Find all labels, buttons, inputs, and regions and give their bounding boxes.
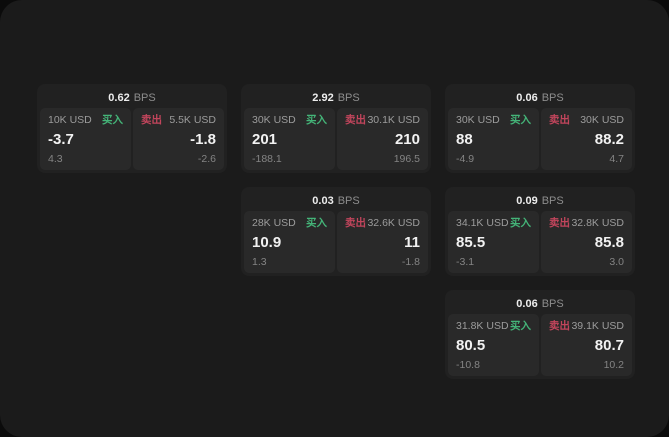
sell-side-label: 卖出 [549, 217, 570, 229]
bps-value: 0.03 [312, 194, 334, 207]
buy-price: 88 [456, 131, 473, 148]
quote-card-3: 0.06 BPS 30K USD 买入 88 -4.9 卖出 30K USD [445, 84, 635, 173]
sell-notional: 5.5K USD [169, 114, 216, 126]
price-tiles: 30K USD 买入 201 -188.1 卖出 30.1K USD 210 1… [244, 108, 428, 170]
sell-price: 210 [394, 131, 420, 148]
sell-price: 85.8 [594, 234, 624, 251]
buy-side-label: 买入 [306, 114, 327, 126]
sell-price: 88.2 [594, 131, 624, 148]
buy-tile[interactable]: 30K USD 买入 201 -188.1 [244, 108, 335, 170]
bps-unit-label: BPS [133, 91, 156, 104]
quote-card-1: 0.62 BPS 10K USD 买入 -3.7 4.3 卖出 5.5K USD [37, 84, 227, 173]
bps-value: 0.62 [108, 91, 130, 104]
card-header: 2.92 BPS [244, 87, 428, 108]
buy-sub-value: -10.8 [456, 359, 480, 371]
sell-side-label: 卖出 [345, 114, 366, 126]
sell-notional: 30.1K USD [367, 114, 420, 126]
price-tiles: 31.8K USD 买入 80.5 -10.8 卖出 39.1K USD 80.… [448, 314, 632, 376]
bps-value: 0.06 [516, 297, 538, 310]
sell-tile[interactable]: 卖出 30K USD 88.2 4.7 [541, 108, 632, 170]
price-tiles: 10K USD 买入 -3.7 4.3 卖出 5.5K USD -1.8 -2.… [40, 108, 224, 170]
price-tiles: 28K USD 买入 10.9 1.3 卖出 32.6K USD 11 -1.8 [244, 211, 428, 273]
sell-tile[interactable]: 卖出 30.1K USD 210 196.5 [337, 108, 428, 170]
sell-price: -1.8 [190, 131, 216, 148]
bps-value: 0.06 [516, 91, 538, 104]
buy-price: 80.5 [456, 337, 486, 354]
sell-sub-value: -1.8 [401, 256, 420, 268]
price-tiles: 30K USD 买入 88 -4.9 卖出 30K USD 88.2 4.7 [448, 108, 632, 170]
sell-sub-value: 196.5 [393, 153, 420, 165]
sell-side-label: 卖出 [141, 114, 162, 126]
sell-tile[interactable]: 卖出 32.8K USD 85.8 3.0 [541, 211, 632, 273]
sell-notional: 39.1K USD [571, 320, 624, 332]
buy-notional: 28K USD [252, 217, 296, 229]
bps-value: 2.92 [312, 91, 334, 104]
buy-sub-value: -3.1 [456, 256, 475, 268]
buy-price: -3.7 [48, 131, 74, 148]
card-header: 0.03 BPS [244, 190, 428, 211]
buy-sub-value: -188.1 [252, 153, 282, 165]
quote-card-5: 0.09 BPS 34.1K USD 买入 85.5 -3.1 卖出 32.8K… [445, 187, 635, 276]
card-header: 0.06 BPS [448, 293, 632, 314]
bps-unit-label: BPS [541, 297, 564, 310]
buy-side-label: 买入 [510, 217, 531, 229]
buy-tile[interactable]: 30K USD 买入 88 -4.9 [448, 108, 539, 170]
buy-notional: 34.1K USD [456, 217, 509, 229]
quote-card-2: 2.92 BPS 30K USD 买入 201 -188.1 卖出 30.1K … [241, 84, 431, 173]
sell-tile[interactable]: 卖出 32.6K USD 11 -1.8 [337, 211, 428, 273]
sell-sub-value: 10.2 [603, 359, 624, 371]
sell-notional: 30K USD [580, 114, 624, 126]
sell-price: 80.7 [594, 337, 624, 354]
quote-card-6: 0.06 BPS 31.8K USD 买入 80.5 -10.8 卖出 39.1… [445, 290, 635, 379]
card-header: 0.62 BPS [40, 87, 224, 108]
buy-price: 201 [252, 131, 278, 148]
buy-notional: 10K USD [48, 114, 92, 126]
buy-side-label: 买入 [510, 320, 531, 332]
bps-unit-label: BPS [337, 91, 360, 104]
buy-notional: 31.8K USD [456, 320, 509, 332]
buy-tile[interactable]: 31.8K USD 买入 80.5 -10.8 [448, 314, 539, 376]
sell-side-label: 卖出 [345, 217, 366, 229]
bps-value: 0.09 [516, 194, 538, 207]
sell-notional: 32.8K USD [571, 217, 624, 229]
sell-sub-value: -2.6 [197, 153, 216, 165]
bps-unit-label: BPS [337, 194, 360, 207]
buy-sub-value: 1.3 [252, 256, 267, 268]
buy-side-label: 买入 [510, 114, 531, 126]
buy-tile[interactable]: 34.1K USD 买入 85.5 -3.1 [448, 211, 539, 273]
buy-notional: 30K USD [252, 114, 296, 126]
buy-tile[interactable]: 28K USD 买入 10.9 1.3 [244, 211, 335, 273]
buy-price: 10.9 [252, 234, 282, 251]
buy-sub-value: 4.3 [48, 153, 63, 165]
sell-notional: 32.6K USD [367, 217, 420, 229]
price-tiles: 34.1K USD 买入 85.5 -3.1 卖出 32.8K USD 85.8… [448, 211, 632, 273]
quote-cards-grid: 0.62 BPS 10K USD 买入 -3.7 4.3 卖出 5.5K USD [37, 84, 635, 379]
sell-tile[interactable]: 卖出 5.5K USD -1.8 -2.6 [133, 108, 224, 170]
buy-tile[interactable]: 10K USD 买入 -3.7 4.3 [40, 108, 131, 170]
sell-sub-value: 3.0 [609, 256, 624, 268]
quote-card-4: 0.03 BPS 28K USD 买入 10.9 1.3 卖出 32.6K US… [241, 187, 431, 276]
buy-sub-value: -4.9 [456, 153, 475, 165]
buy-notional: 30K USD [456, 114, 500, 126]
buy-price: 85.5 [456, 234, 486, 251]
bps-unit-label: BPS [541, 194, 564, 207]
card-header: 0.09 BPS [448, 190, 632, 211]
sell-side-label: 卖出 [549, 320, 570, 332]
bps-unit-label: BPS [541, 91, 564, 104]
sell-tile[interactable]: 卖出 39.1K USD 80.7 10.2 [541, 314, 632, 376]
buy-side-label: 买入 [102, 114, 123, 126]
sell-price: 11 [404, 234, 420, 251]
sell-side-label: 卖出 [549, 114, 570, 126]
buy-side-label: 买入 [306, 217, 327, 229]
card-header: 0.06 BPS [448, 87, 632, 108]
sell-sub-value: 4.7 [609, 153, 624, 165]
